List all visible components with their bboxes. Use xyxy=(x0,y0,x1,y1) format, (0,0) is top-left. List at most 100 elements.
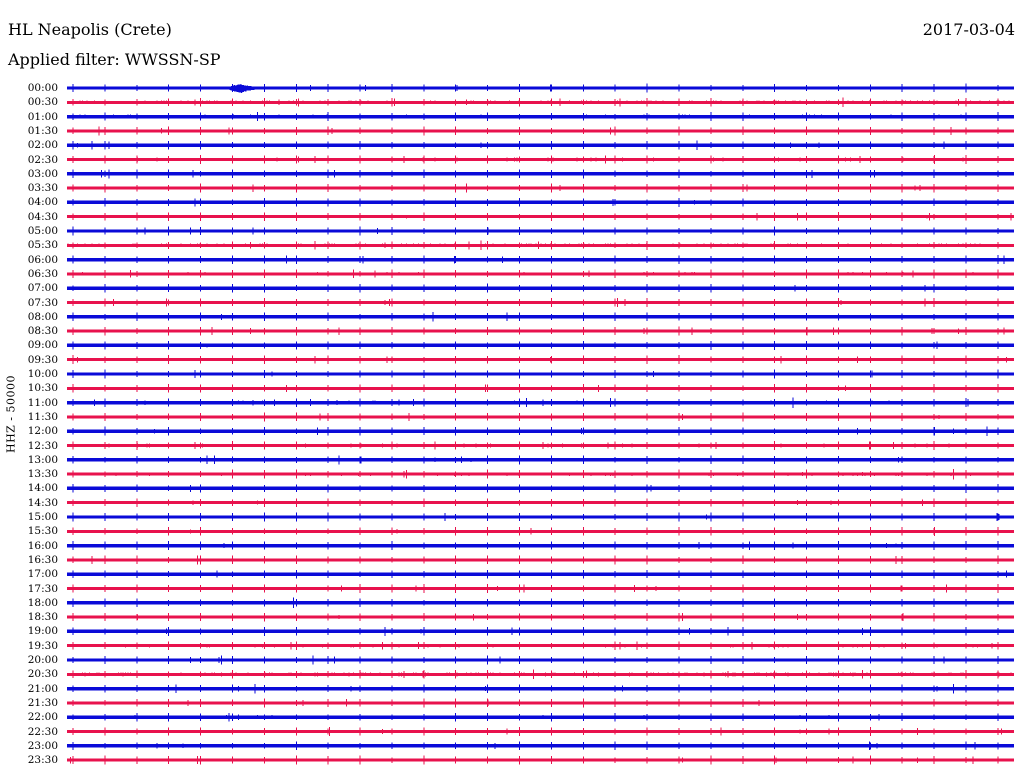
trace-row xyxy=(67,226,1014,236)
time-label: 03:30 xyxy=(27,182,58,195)
trace-row xyxy=(67,698,1014,708)
time-label: 18:00 xyxy=(27,596,58,609)
trace-row xyxy=(67,669,1014,680)
date-label: 2017-03-04 xyxy=(922,20,1015,39)
time-label: 17:30 xyxy=(27,582,58,595)
trace-noise xyxy=(67,269,1012,279)
trace-noise xyxy=(67,397,1012,408)
trace-noise xyxy=(67,126,1012,136)
trace-noise xyxy=(67,441,1012,450)
trace-row xyxy=(67,297,1014,308)
trace-noise xyxy=(67,712,1012,722)
trace-row xyxy=(67,526,1014,536)
trace-row xyxy=(67,126,1014,136)
time-label: 02:30 xyxy=(27,153,58,166)
trace-row xyxy=(67,269,1014,279)
time-label: 03:00 xyxy=(27,167,58,180)
time-label: 10:30 xyxy=(27,382,58,395)
station-title: HL Neapolis (Crete) xyxy=(8,20,172,39)
trace-noise xyxy=(67,683,1012,694)
time-label: 07:00 xyxy=(27,282,58,295)
trace-noise xyxy=(67,484,1012,493)
trace-noise xyxy=(67,584,1012,593)
trace-noise xyxy=(67,541,1012,551)
time-label: 00:30 xyxy=(27,96,58,109)
trace-noise xyxy=(67,641,1012,651)
trace-row xyxy=(67,97,1014,107)
trace-noise xyxy=(67,340,1012,350)
trace-noise xyxy=(67,140,1012,150)
time-label: 09:00 xyxy=(27,339,58,352)
trace-row xyxy=(67,212,1014,222)
trace-row xyxy=(67,369,1014,379)
trace-noise xyxy=(67,183,1012,193)
trace-row xyxy=(67,741,1014,751)
trace-noise xyxy=(67,97,1012,107)
time-label: 18:30 xyxy=(27,611,58,624)
trace-noise xyxy=(67,626,1012,636)
trace-row xyxy=(67,641,1014,651)
trace-noise xyxy=(67,312,1012,322)
trace-noise xyxy=(67,555,1012,565)
trace-row xyxy=(67,112,1014,121)
trace-row xyxy=(67,441,1014,450)
trace-row xyxy=(67,512,1014,522)
time-label: 22:00 xyxy=(27,711,58,724)
trace-row xyxy=(67,155,1014,164)
filter-label: Applied filter: WWSSN-SP xyxy=(8,50,221,69)
trace-row xyxy=(67,340,1014,350)
trace-row xyxy=(67,83,1014,93)
trace-row xyxy=(67,727,1014,736)
trace-noise xyxy=(67,526,1012,536)
trace-row xyxy=(67,412,1014,422)
time-label: 04:00 xyxy=(27,196,58,209)
trace-noise xyxy=(67,255,1012,265)
time-label: 10:00 xyxy=(27,368,58,380)
time-label: 21:00 xyxy=(27,682,58,695)
trace-row xyxy=(67,183,1014,193)
trace-noise xyxy=(67,669,1012,680)
seismic-event-burst xyxy=(227,84,260,93)
trace-row xyxy=(67,484,1014,493)
trace-row xyxy=(67,597,1014,608)
time-label: 22:30 xyxy=(27,725,58,738)
time-label: 11:30 xyxy=(27,410,58,423)
time-label: 11:00 xyxy=(27,396,58,409)
trace-noise xyxy=(67,512,1012,522)
trace-noise xyxy=(67,226,1012,236)
trace-row xyxy=(67,426,1014,436)
time-label: 12:00 xyxy=(27,425,58,438)
time-label: 02:00 xyxy=(27,139,58,152)
trace-row xyxy=(67,755,1014,765)
time-label: 15:00 xyxy=(27,511,58,523)
time-label: 06:30 xyxy=(27,267,58,280)
time-label: 23:30 xyxy=(27,754,58,767)
trace-row xyxy=(67,255,1014,265)
trace-noise xyxy=(67,198,1012,207)
trace-noise xyxy=(67,426,1012,436)
trace-noise xyxy=(67,369,1012,379)
time-label: 08:30 xyxy=(27,325,58,338)
trace-row xyxy=(67,397,1014,408)
trace-row xyxy=(67,140,1014,150)
time-label: 00:00 xyxy=(27,82,58,94)
time-label: 05:30 xyxy=(27,239,58,252)
trace-row xyxy=(67,169,1014,179)
trace-noise xyxy=(67,297,1012,308)
trace-row xyxy=(67,584,1014,593)
trace-noise xyxy=(67,698,1012,708)
trace-row xyxy=(67,240,1014,251)
trace-noise xyxy=(67,498,1012,508)
trace-noise xyxy=(67,355,1012,365)
time-label: 14:30 xyxy=(27,496,58,509)
time-label: 21:30 xyxy=(27,696,58,709)
time-label: 04:30 xyxy=(27,210,58,223)
time-label: 16:00 xyxy=(27,539,58,552)
trace-row xyxy=(67,198,1014,207)
trace-noise xyxy=(67,240,1012,251)
time-label: 05:00 xyxy=(27,225,58,237)
time-label: 08:00 xyxy=(27,310,58,323)
time-label: 06:00 xyxy=(27,253,58,266)
trace-noise xyxy=(67,155,1012,164)
